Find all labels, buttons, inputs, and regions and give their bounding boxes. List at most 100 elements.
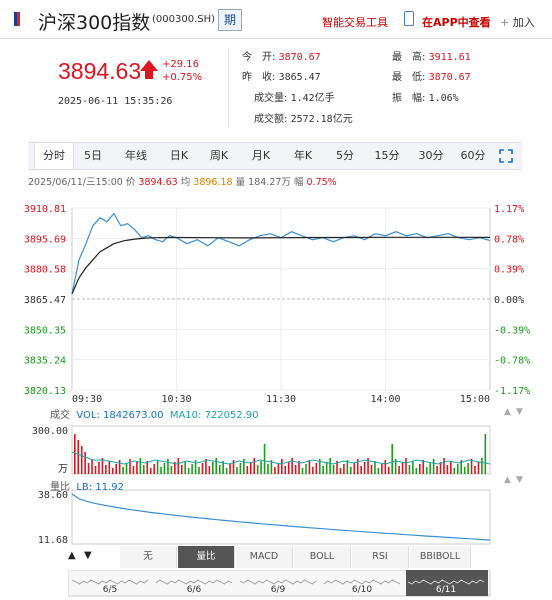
smart-trade-tools-link[interactable]: 智能交易工具 [322, 16, 388, 29]
indicator-tab-rsi[interactable]: RSI [352, 546, 409, 568]
volume-bar [108, 461, 111, 474]
tab-year-line[interactable]: 年线 [125, 149, 147, 162]
volume-bar [450, 461, 452, 474]
volume-bar [201, 463, 204, 474]
volume-bar [218, 465, 221, 474]
prev-close-value: 3865.47 [278, 72, 321, 83]
volume-bar [263, 444, 266, 474]
divider [228, 48, 229, 128]
volume-bar [139, 458, 142, 474]
volume-bar [408, 465, 411, 474]
add-watchlist-button[interactable]: + 加入 [500, 14, 535, 30]
fullscreen-icon[interactable] [494, 143, 518, 169]
volume-bar [153, 464, 155, 474]
volume-bar [236, 467, 238, 474]
volume-bar [298, 461, 300, 474]
navigator-date-label: 6/5 [103, 585, 117, 595]
info-avg: 3896.18 [193, 177, 233, 188]
lb-frame [71, 489, 491, 545]
up-triangle-icon[interactable]: ▲ [68, 550, 76, 561]
volume-bar [239, 463, 242, 474]
volume-bar [377, 468, 380, 474]
tab-monthly-k[interactable]: 月K [251, 149, 271, 162]
volume-legend-label: 成交 [50, 410, 70, 421]
volume-legend: 成交 VOL: 1842673.00 MA10: 722052.90 [50, 406, 259, 421]
volume-bar [405, 458, 407, 474]
tab-daily-k[interactable]: 日K [169, 149, 189, 162]
view-in-app-link[interactable]: 在APP中查看 [422, 16, 491, 29]
indicator-tab-boll[interactable]: BOLL [294, 546, 351, 568]
info-vol-label: 量 [235, 177, 246, 188]
volume-bar [87, 463, 90, 474]
navigator-date-label: 6/11 [436, 585, 456, 595]
navigator-date-label: 6/10 [352, 585, 372, 595]
tab-5min[interactable]: 5分 [336, 149, 354, 162]
volume-bar [170, 466, 173, 474]
volume-bar [215, 458, 218, 474]
date-navigator[interactable]: 6/5 6/6 6/9 6/10 6/11 [68, 570, 492, 598]
volume-bar [281, 459, 283, 474]
period-button[interactable]: 期 [218, 9, 242, 31]
indicator-tab-lb[interactable]: 量比 [178, 546, 235, 568]
header-bar [0, 0, 552, 39]
lb-line [71, 493, 491, 541]
volume-bar [481, 458, 483, 474]
volume-bar [329, 458, 331, 474]
lb-legend: 量比 LB: 11.92 [50, 478, 124, 493]
volume-bar [415, 468, 418, 474]
volume-bar [432, 459, 435, 474]
indicator-tab-macd[interactable]: MACD [236, 546, 293, 568]
volume-bar [477, 462, 480, 474]
volume-bar [398, 466, 400, 474]
volume-bar [187, 468, 190, 474]
tab-5day[interactable]: 5日 [84, 149, 102, 162]
info-price-label: 价 [125, 177, 136, 188]
volume-bar [105, 465, 107, 474]
volume-bar [260, 461, 262, 474]
volume-bar [132, 466, 135, 474]
down-triangle-icon[interactable]: ▼ [84, 550, 92, 561]
volume-bar [436, 466, 438, 474]
navigator-date-label: 6/6 [187, 585, 202, 595]
indicator-tab-bbiboll[interactable]: BBIBOLL [410, 546, 471, 568]
y-tick-label: 3880.58 [24, 265, 66, 276]
lb-legend-label: 量比 [50, 482, 70, 493]
volume-bar [467, 463, 469, 474]
phone-icon [404, 11, 414, 26]
volume-bar [198, 467, 200, 474]
volume-bar [163, 463, 166, 474]
amount-label: 成交额: [254, 114, 288, 125]
info-avg-label: 均 [180, 177, 191, 188]
volume-bar [336, 461, 338, 474]
high-value: 3911.61 [428, 52, 471, 63]
lb-max-label: 38.60 [38, 490, 68, 501]
volume-bar [446, 465, 449, 474]
volume-legend-vol: VOL: 1842673.00 [76, 410, 164, 421]
volume-bar [429, 463, 431, 474]
tab-intraday[interactable]: 分时 [34, 143, 74, 169]
volume-bar [443, 458, 445, 474]
volume-bar [143, 465, 145, 474]
navigator-sparkline [155, 579, 233, 585]
y-tick-label: 3910.81 [24, 204, 66, 215]
volume-bar [194, 460, 197, 474]
tab-yearly-k[interactable]: 年K [293, 149, 313, 162]
tab-30min[interactable]: 30分 [418, 149, 444, 162]
tab-weekly-k[interactable]: 周K [209, 149, 229, 162]
volume-bar [474, 466, 476, 474]
tab-60min[interactable]: 60分 [460, 149, 486, 162]
tab-15min[interactable]: 15分 [374, 149, 400, 162]
volume-bar [212, 462, 214, 474]
volume-bar [363, 462, 366, 474]
volume-bar [156, 460, 159, 474]
plus-icon: + [500, 16, 513, 29]
intraday-chart[interactable]: 3910.81 1.17% 3895.69 0.78% 3880.58 0.39% 3865… [0, 190, 552, 546]
volume-bar [339, 468, 342, 474]
amplitude-value: 1.06% [428, 93, 459, 104]
volume-bar [74, 434, 76, 474]
y-tick-label: 3835.24 [24, 356, 66, 367]
indicator-tab-none[interactable]: 无 [120, 546, 177, 568]
volume-bar [370, 465, 373, 474]
volume-bar [484, 434, 487, 474]
lb-legend-value: LB: 11.92 [76, 482, 124, 493]
